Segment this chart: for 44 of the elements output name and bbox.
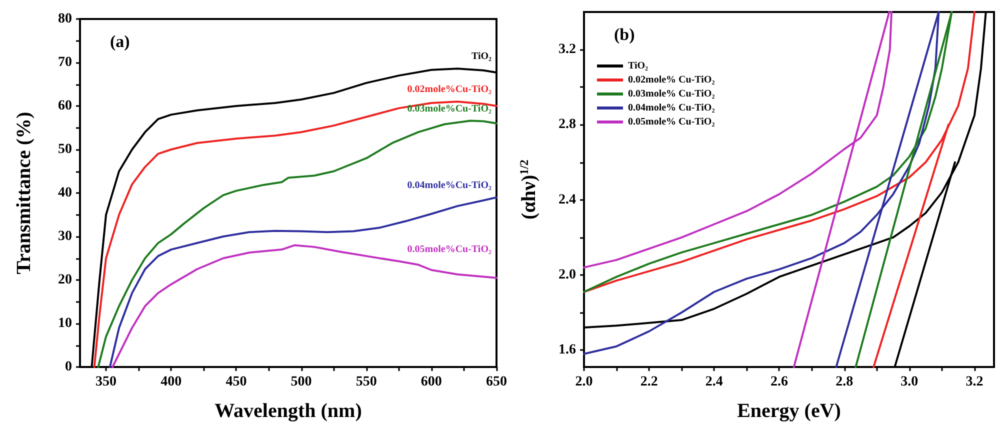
annotation: (b)	[614, 25, 635, 44]
x-axis-title: Wavelength (nm)	[214, 400, 362, 422]
y-tick-label: 2.0	[558, 267, 576, 282]
y-axis-title: Transmittance (%)	[13, 112, 35, 274]
series-label: 0.02mole%Cu-TiO₂	[407, 84, 492, 96]
x-tick-label: 400	[160, 374, 182, 390]
x-tick-label: 600	[420, 374, 442, 390]
y-tick-label: 80	[58, 12, 72, 26]
series-label: 0.03mole%Cu-TiO₂	[407, 103, 492, 114]
x-tick-label: 350	[96, 374, 117, 390]
x-tick-label: 3.2	[966, 374, 984, 390]
legend-label: 0.02mole% Cu-TiO₂	[628, 74, 715, 86]
annotation: (a)	[110, 32, 130, 51]
y-tick-label: 0	[65, 360, 72, 374]
legend-label: 0.03mole% Cu-TiO₂	[628, 88, 715, 100]
y-tick-label: 30	[58, 229, 72, 244]
x-tick-label: 2.4	[705, 374, 723, 390]
y-tick-label: 3.2	[558, 42, 576, 58]
y-tick-label: 2.4	[558, 192, 576, 208]
x-tick-label: 450	[226, 374, 247, 390]
x-tick-label: 2.2	[640, 374, 658, 390]
series-label: 0.04mole%Cu-TiO₂	[407, 180, 492, 191]
legend-label: 0.04mole% Cu-TiO₂	[628, 102, 715, 114]
x-tick-label: 3.0	[900, 374, 918, 390]
y-tick-label: 2.8	[558, 117, 576, 132]
legend-label: TiO₂	[628, 60, 648, 72]
legend-label: 0.05mole% Cu-TiO₂	[628, 116, 715, 128]
series-label: 0.05mole%Cu-TiO₂	[407, 244, 492, 255]
y-tick-label: 70	[58, 55, 72, 70]
x-axis-title: Energy (eV)	[737, 400, 841, 422]
x-tick-label: 2.8	[836, 374, 854, 390]
x-tick-label: 500	[290, 374, 312, 390]
x-tick-label: 2.6	[770, 374, 788, 390]
y-tick-label: 60	[58, 98, 72, 114]
x-tick-label: 550	[356, 374, 377, 390]
y-tick-label: 50	[58, 142, 72, 157]
y-tick-label: 10	[58, 316, 72, 331]
y-tick-label: 20	[58, 272, 72, 288]
y-tick-label: 40	[58, 186, 72, 200]
series-label: TiO₂	[471, 51, 492, 62]
y-tick-label: 1.6	[558, 342, 576, 358]
y-axis-title: (αhν)1/2	[517, 160, 540, 220]
x-tick-label: 2.0	[575, 374, 593, 390]
x-tick-label: 650	[486, 374, 507, 390]
